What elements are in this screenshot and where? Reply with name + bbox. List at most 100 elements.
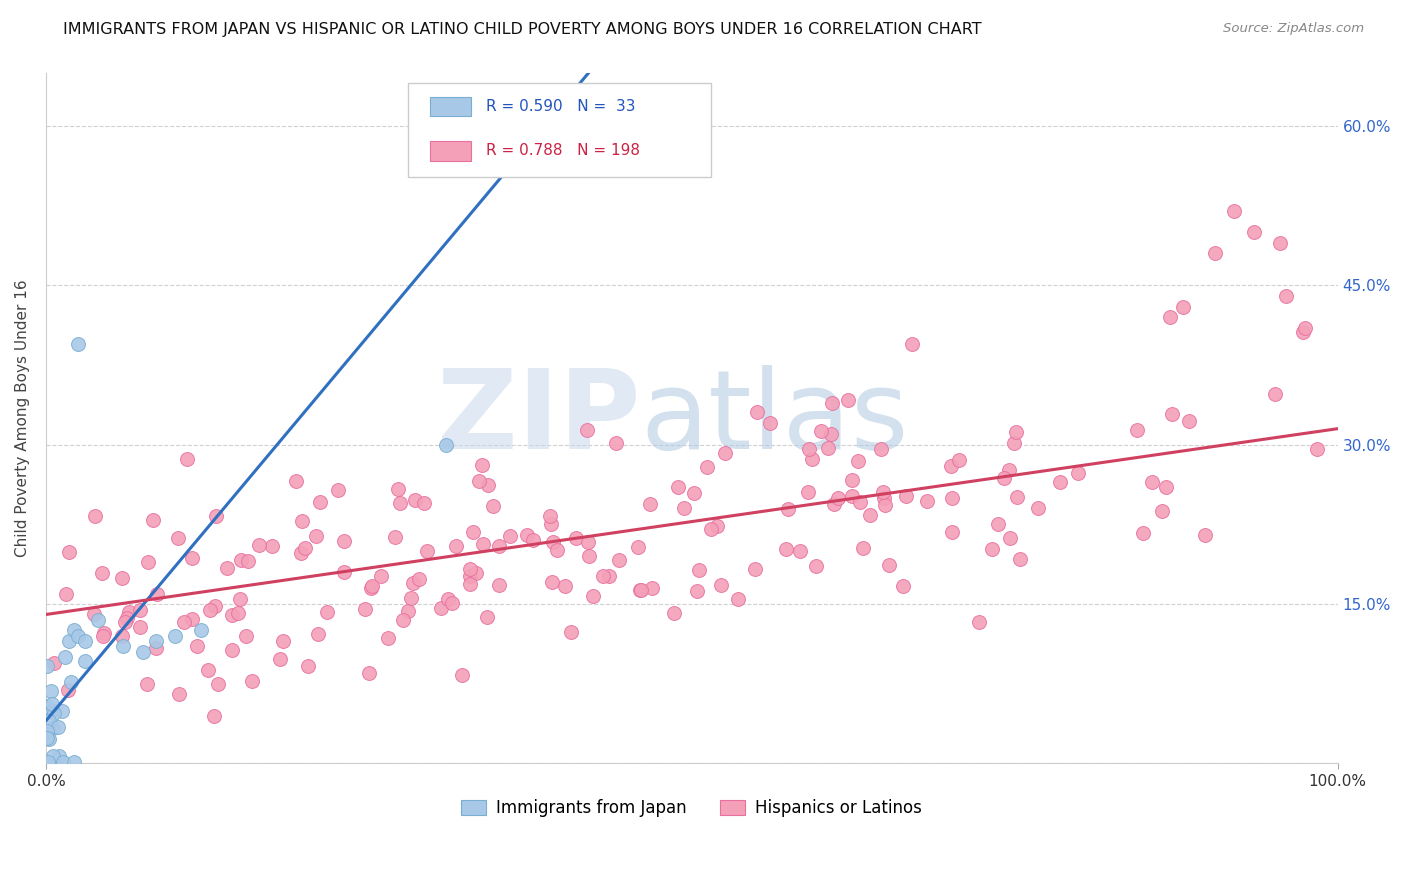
Point — [810, 424, 832, 438]
Point — [291, 514, 314, 528]
Point — [776, 501, 799, 516]
Point — [759, 417, 782, 431]
Point — [297, 658, 319, 673]
Point — [565, 531, 588, 545]
Text: ZIP: ZIP — [437, 365, 640, 472]
Y-axis label: Child Poverty Among Boys Under 16: Child Poverty Among Boys Under 16 — [15, 279, 30, 557]
Point — [55, 587, 77, 601]
Point — [118, 605, 141, 619]
Point — [207, 677, 229, 691]
Point — [837, 392, 859, 407]
Point — [416, 543, 439, 558]
Point — [387, 482, 409, 496]
Point — [576, 535, 599, 549]
Point — [578, 549, 600, 563]
Point — [136, 555, 159, 569]
Point — [820, 426, 842, 441]
Point — [464, 566, 486, 580]
Point — [841, 474, 863, 488]
Point — [1292, 326, 1315, 340]
Point — [575, 423, 598, 437]
Point — [53, 649, 76, 664]
Point — [1243, 225, 1265, 239]
Point — [686, 583, 709, 598]
Point — [939, 458, 962, 473]
Point — [641, 581, 664, 595]
Point — [401, 591, 423, 605]
Point — [111, 629, 134, 643]
Point — [181, 612, 204, 626]
Point — [90, 566, 112, 581]
Point — [1294, 320, 1316, 334]
FancyBboxPatch shape — [408, 83, 711, 177]
Point — [91, 629, 114, 643]
Point — [1178, 414, 1201, 428]
Point — [1268, 235, 1291, 250]
Point — [93, 625, 115, 640]
Point — [1010, 551, 1032, 566]
Point — [841, 489, 863, 503]
Point — [1275, 289, 1298, 303]
Point — [683, 486, 706, 500]
Point — [44, 656, 66, 670]
Point — [202, 708, 225, 723]
Point — [271, 634, 294, 648]
Point — [1049, 475, 1071, 489]
Point — [370, 569, 392, 583]
Text: IMMIGRANTS FROM JAPAN VS HISPANIC OR LATINO CHILD POVERTY AMONG BOYS UNDER 16 CO: IMMIGRANTS FROM JAPAN VS HISPANIC OR LAT… — [63, 22, 981, 37]
Point — [714, 446, 737, 460]
Point — [111, 571, 134, 585]
Point — [993, 470, 1015, 484]
Point — [413, 496, 436, 510]
Point — [901, 336, 924, 351]
Point — [205, 509, 228, 524]
Point — [236, 554, 259, 568]
Point — [42, 706, 65, 721]
Point — [627, 540, 650, 554]
Point — [598, 569, 620, 583]
Text: atlas: atlas — [640, 365, 908, 472]
Point — [434, 437, 457, 451]
Point — [852, 541, 875, 555]
Point — [42, 749, 65, 764]
Point — [849, 494, 872, 508]
Point — [1007, 490, 1029, 504]
Text: Source: ZipAtlas.com: Source: ZipAtlas.com — [1223, 22, 1364, 36]
Point — [181, 551, 204, 566]
Point — [987, 516, 1010, 531]
Point — [39, 683, 62, 698]
Point — [1150, 504, 1173, 518]
Point — [592, 569, 614, 583]
Point — [872, 484, 894, 499]
Point — [806, 559, 828, 574]
Point — [488, 578, 510, 592]
Point — [471, 458, 494, 473]
Point — [38, 731, 60, 746]
Point — [1223, 204, 1246, 219]
Point — [560, 625, 582, 640]
Point — [870, 442, 893, 457]
Point — [546, 543, 568, 558]
Point — [396, 604, 419, 618]
Point — [262, 540, 284, 554]
Point — [948, 452, 970, 467]
Point — [662, 606, 685, 620]
Point — [1306, 442, 1329, 456]
Point — [37, 659, 59, 673]
Point — [75, 654, 97, 668]
Point — [176, 451, 198, 466]
Point — [727, 592, 749, 607]
Point — [458, 562, 481, 576]
Point — [817, 442, 839, 456]
Point — [73, 634, 96, 648]
Point — [41, 704, 63, 718]
Point — [128, 620, 150, 634]
Point — [1160, 407, 1182, 421]
Point — [269, 651, 291, 665]
Point — [229, 552, 252, 566]
Point — [128, 603, 150, 617]
Point — [458, 577, 481, 591]
Point — [482, 500, 505, 514]
Point — [605, 435, 627, 450]
Point — [875, 498, 897, 512]
